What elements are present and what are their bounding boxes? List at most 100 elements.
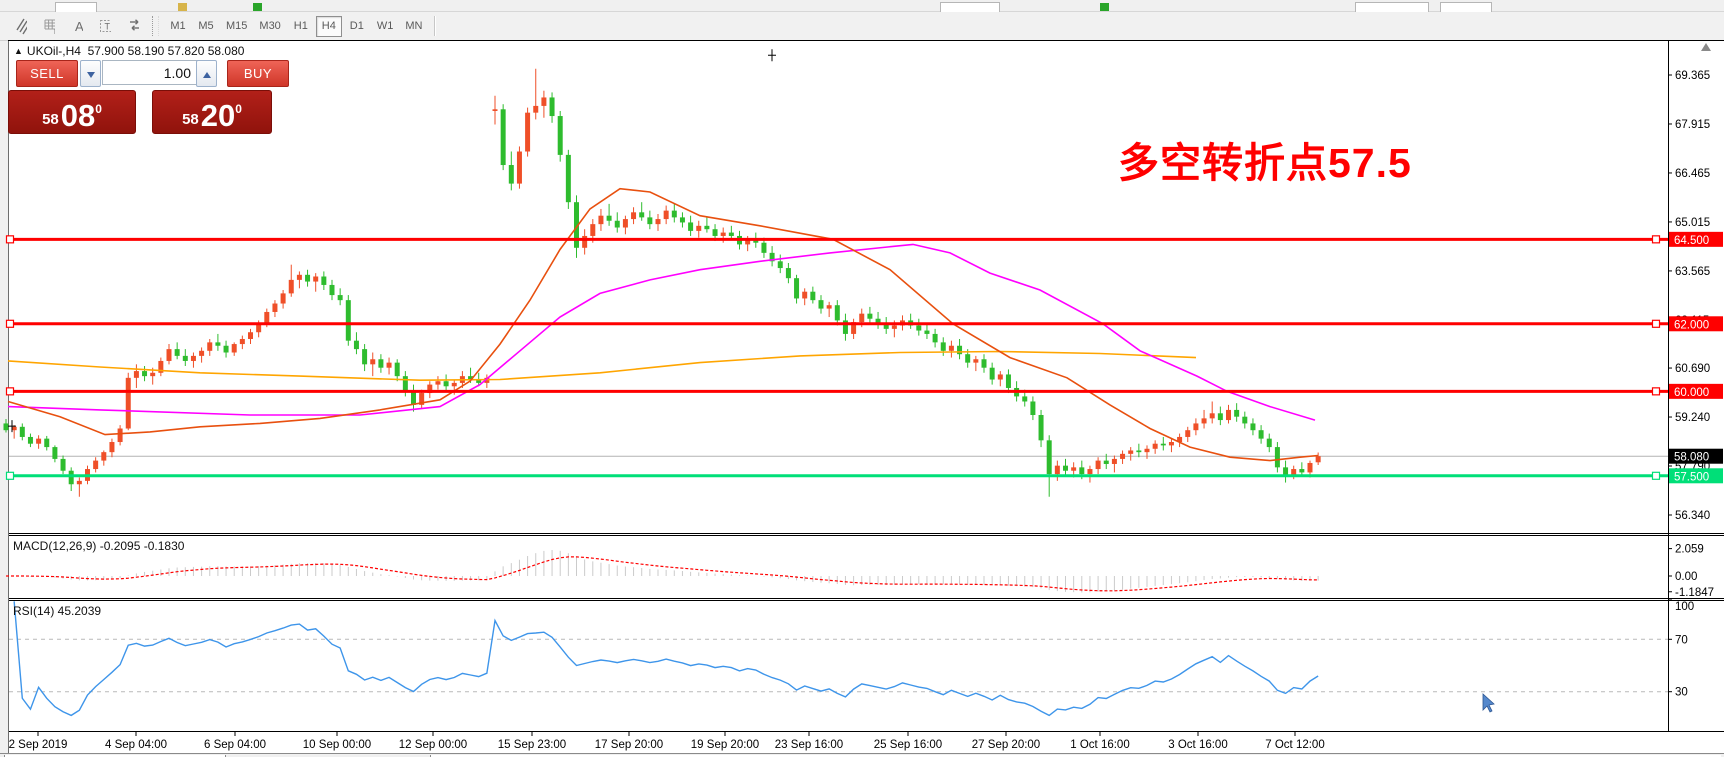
partial-combobox: [1355, 2, 1429, 12]
buy-price-head: 58: [182, 111, 199, 128]
axis-scroll-triangle-icon[interactable]: [1701, 43, 1711, 51]
sell-price-point: 0: [95, 102, 102, 116]
sell-price-pips: 08: [60, 98, 96, 133]
label-t-button[interactable]: T: [92, 15, 118, 37]
axis-price-badge: 60.000: [1669, 383, 1723, 399]
toolbar-grip[interactable]: [152, 16, 159, 36]
svg-text:10 Sep 00:00: 10 Sep 00:00: [303, 739, 371, 751]
order-entry-row: SELL BUY: [8, 58, 289, 88]
sell-price-display[interactable]: 58 08 0: [8, 90, 136, 134]
svg-text:65.015: 65.015: [1675, 217, 1710, 229]
label-t-icon: T: [100, 20, 111, 32]
svg-text:64.500: 64.500: [1674, 235, 1709, 247]
rsi-panel[interactable]: [9, 601, 1668, 717]
svg-text:25 Sep 16:00: 25 Sep 16:00: [874, 739, 942, 751]
timeframe-h1-button[interactable]: H1: [288, 16, 314, 37]
grid-fibo-icon: F: [44, 19, 55, 35]
panel-borders: [8, 40, 1724, 755]
partial-combobox: [940, 2, 1000, 12]
svg-text:60.000: 60.000: [1674, 387, 1709, 399]
arrange-shapes-icon: ▾: [130, 19, 139, 31]
macd-indicator-label: MACD(12,26,9) -0.2095 -0.1830: [13, 539, 185, 553]
arrange-shapes-button[interactable]: ▾: [120, 15, 146, 37]
macd-panel[interactable]: [6, 549, 1319, 593]
axis-price-badge: 64.500: [1669, 231, 1723, 247]
svg-text:17 Sep 20:00: 17 Sep 20:00: [595, 739, 663, 751]
bid-ask-display-row: 58 08 0 58 20 0: [8, 90, 272, 134]
level-line-62.000[interactable]: [5, 319, 1669, 328]
svg-text:2 Sep 2019: 2 Sep 2019: [9, 739, 68, 751]
chart-tab-partial[interactable]: [4, 755, 226, 757]
buy-button[interactable]: BUY: [227, 60, 289, 87]
volume-decrease-button[interactable]: [80, 60, 101, 87]
svg-text:30: 30: [1675, 687, 1688, 699]
svg-text:60.690: 60.690: [1675, 363, 1710, 375]
triangle-up-icon: [202, 72, 211, 78]
text-a-button[interactable]: A: [64, 15, 90, 37]
timeframe-m1-button[interactable]: M1: [165, 16, 191, 37]
svg-text:23 Sep 16:00: 23 Sep 16:00: [775, 739, 843, 751]
buy-price-point: 0: [235, 102, 242, 116]
svg-text:62.000: 62.000: [1674, 319, 1709, 331]
buy-price-display[interactable]: 58 20 0: [152, 90, 272, 134]
chart-window[interactable]: [8, 40, 1724, 756]
crayons-elliott-button[interactable]: E: [8, 15, 34, 37]
buy-price-pips: 20: [200, 98, 236, 133]
cross-marker: [768, 49, 776, 62]
volume-input[interactable]: [102, 60, 198, 85]
grid-fibo-button[interactable]: F: [36, 15, 62, 37]
chart-tab-partial[interactable]: [430, 755, 1721, 757]
sell-button[interactable]: SELL: [16, 60, 78, 87]
timeframe-w1-button[interactable]: W1: [372, 16, 399, 37]
svg-text:67.915: 67.915: [1675, 119, 1710, 131]
level-line-60.000[interactable]: [5, 387, 1669, 396]
level-line-64.500[interactable]: [5, 235, 1669, 244]
toolbar-separator: [434, 16, 436, 36]
timeframe-h4-button[interactable]: H4: [315, 15, 342, 37]
chart-text-annotation[interactable]: 多空转折点57.5: [1118, 140, 1412, 186]
triangle-down-icon: [86, 72, 95, 78]
timeframe-m30-button[interactable]: M30: [254, 16, 285, 37]
svg-text:F: F: [54, 29, 55, 35]
time-axis: 2 Sep 2019 4 Sep 04:00 6 Sep 04:00 10 Sep 0…: [9, 732, 1325, 751]
timeframe-m5-button[interactable]: M5: [193, 16, 219, 37]
svg-text:12 Sep 00:00: 12 Sep 00:00: [399, 739, 467, 751]
level-line-57.500[interactable]: [5, 471, 1669, 480]
cross-marker: [8, 420, 16, 433]
macd-signal-line: [6, 556, 1319, 592]
svg-text:A: A: [75, 19, 83, 34]
chart-tabs-strip-partial: [0, 753, 1724, 757]
svg-text:1 Oct 16:00: 1 Oct 16:00: [1070, 739, 1129, 751]
timeframe-mn-button[interactable]: MN: [400, 16, 427, 37]
svg-text:-1.1847: -1.1847: [1675, 587, 1714, 599]
svg-text:59.240: 59.240: [1675, 412, 1710, 424]
svg-text:4 Sep 04:00: 4 Sep 04:00: [105, 739, 167, 751]
svg-text:66.465: 66.465: [1675, 168, 1710, 180]
mouse-cursor: [1482, 693, 1495, 713]
sell-price-head: 58: [42, 111, 59, 128]
partial-combobox: [1440, 2, 1492, 12]
svg-text:0.00: 0.00: [1675, 571, 1697, 583]
timeframe-m15-button[interactable]: M15: [221, 16, 252, 37]
axis-price-badge: 57.500: [1669, 468, 1723, 484]
svg-text:2.059: 2.059: [1675, 544, 1704, 556]
symbol-timeframe-label: UKOil-,H4: [26, 44, 81, 58]
svg-text:63.565: 63.565: [1675, 266, 1710, 278]
text-a-icon: A: [75, 19, 83, 34]
rsi-line: [13, 601, 1319, 717]
svg-text:70: 70: [1675, 634, 1688, 646]
svg-text:57.500: 57.500: [1674, 471, 1709, 483]
chart-ohlc-header: ▲ UKOil-,H4 57.900 58.190 57.820 58.080: [14, 44, 244, 58]
volume-increase-button[interactable]: [196, 60, 217, 87]
ohlc-values: 57.900 58.190 57.820 58.080: [87, 44, 245, 58]
svg-text:69.365: 69.365: [1675, 70, 1710, 82]
svg-text:19 Sep 20:00: 19 Sep 20:00: [691, 739, 759, 751]
axis-price-badge: 62.000: [1669, 316, 1723, 332]
partial-icon-chip: [1100, 3, 1109, 11]
rsi-indicator-label: RSI(14) 45.2039: [13, 604, 102, 618]
timeframe-d1-button[interactable]: D1: [344, 16, 370, 37]
svg-text:15 Sep 23:00: 15 Sep 23:00: [498, 739, 566, 751]
collapse-arrow-icon[interactable]: ▲: [14, 46, 23, 56]
